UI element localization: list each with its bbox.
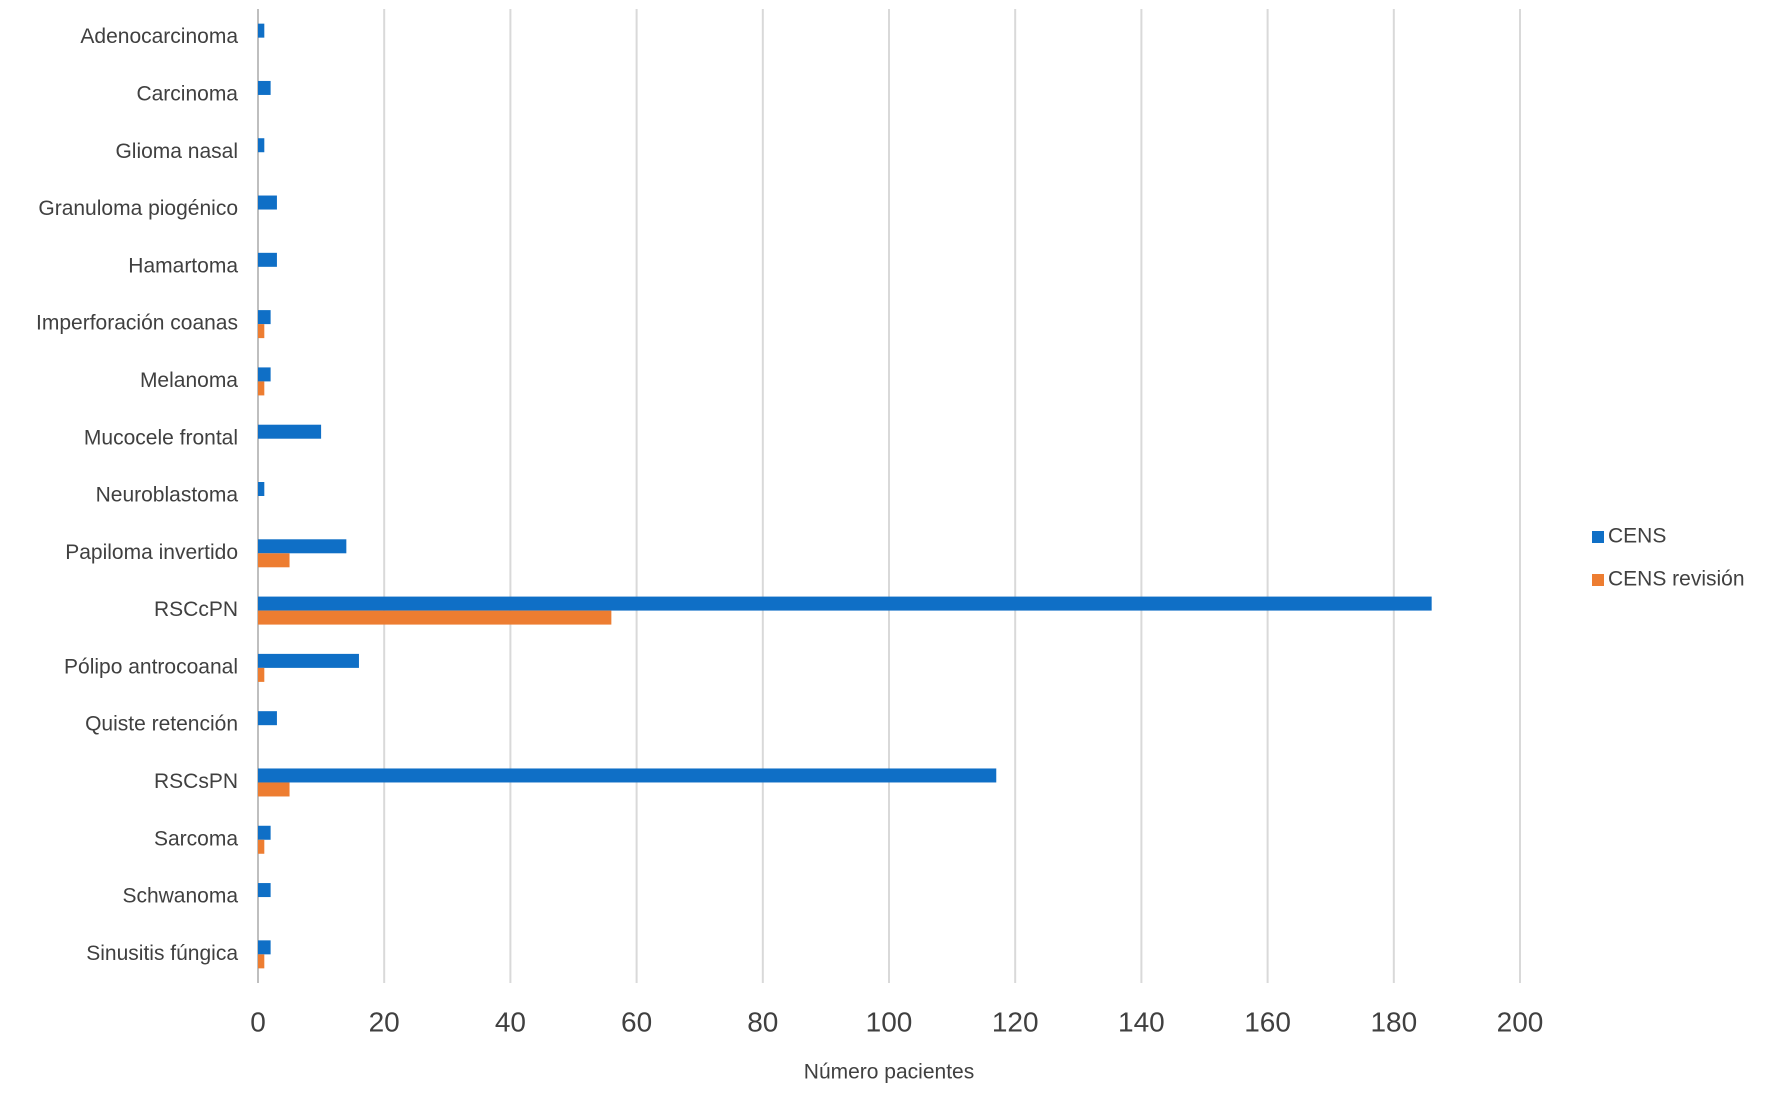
- bar: [258, 553, 290, 568]
- bar: [258, 482, 265, 496]
- legend-swatch: [1592, 574, 1604, 586]
- bar: [258, 80, 271, 95]
- bar: [258, 381, 265, 396]
- legend-label: CENS revisión: [1608, 568, 1745, 591]
- bar: [258, 954, 265, 969]
- bar: [258, 825, 271, 840]
- bar: [258, 839, 265, 854]
- x-tick-label: 200: [1497, 1006, 1544, 1037]
- x-tick-label: 0: [250, 1006, 266, 1037]
- x-tick-label: 40: [495, 1006, 526, 1037]
- y-tick-label: Granuloma piogénico: [38, 197, 238, 220]
- bar: [258, 324, 265, 339]
- y-tick-label: Hamartoma: [128, 254, 238, 277]
- y-tick-label: Mucocele frontal: [84, 426, 238, 449]
- y-tick-label: Imperforación coanas: [36, 312, 238, 335]
- x-tick-label: 160: [1244, 1006, 1291, 1037]
- y-tick-label: Adenocarcinoma: [80, 25, 238, 48]
- bar: [258, 195, 277, 210]
- x-tick-label: 60: [621, 1006, 652, 1037]
- bar: [258, 138, 265, 153]
- legend-label: CENS: [1608, 525, 1666, 548]
- legend-swatch: [1592, 531, 1604, 543]
- bar: [258, 940, 271, 955]
- x-tick-label: 180: [1370, 1006, 1417, 1037]
- bar: [258, 667, 265, 682]
- x-tick-label: 80: [747, 1006, 778, 1037]
- bar: [258, 653, 359, 668]
- bar: [258, 23, 265, 38]
- x-tick-label: 20: [369, 1006, 400, 1037]
- y-tick-label: Papiloma invertido: [65, 541, 238, 564]
- y-tick-label: Sinusitis fúngica: [86, 942, 238, 965]
- bar: [258, 539, 347, 554]
- x-axis-title: Número pacientes: [804, 1061, 974, 1084]
- bar: [258, 768, 997, 783]
- bar: [258, 610, 612, 625]
- bar: [258, 424, 322, 439]
- x-tick-label: 120: [992, 1006, 1039, 1037]
- y-tick-label: Sarcoma: [154, 827, 238, 850]
- y-tick-label: RSCsPN: [154, 770, 238, 793]
- x-tick-label: 100: [866, 1006, 913, 1037]
- y-tick-label: Melanoma: [140, 369, 238, 392]
- bar: [258, 711, 277, 726]
- y-tick-label: Schwanoma: [122, 885, 238, 908]
- bar: [258, 252, 277, 267]
- y-tick-label: Pólipo antrocoanal: [64, 655, 238, 678]
- y-tick-label: Carcinoma: [136, 82, 238, 105]
- y-tick-label: Neuroblastoma: [96, 484, 239, 507]
- bar: [258, 367, 271, 382]
- bar: [258, 782, 290, 797]
- x-tick-label: 140: [1118, 1006, 1165, 1037]
- bar: [258, 883, 271, 898]
- bar: [258, 596, 1432, 611]
- y-tick-label: Glioma nasal: [115, 140, 238, 163]
- bar: [258, 310, 271, 325]
- y-tick-label: Quiste retención: [85, 713, 238, 736]
- y-tick-label: RSCcPN: [154, 598, 238, 621]
